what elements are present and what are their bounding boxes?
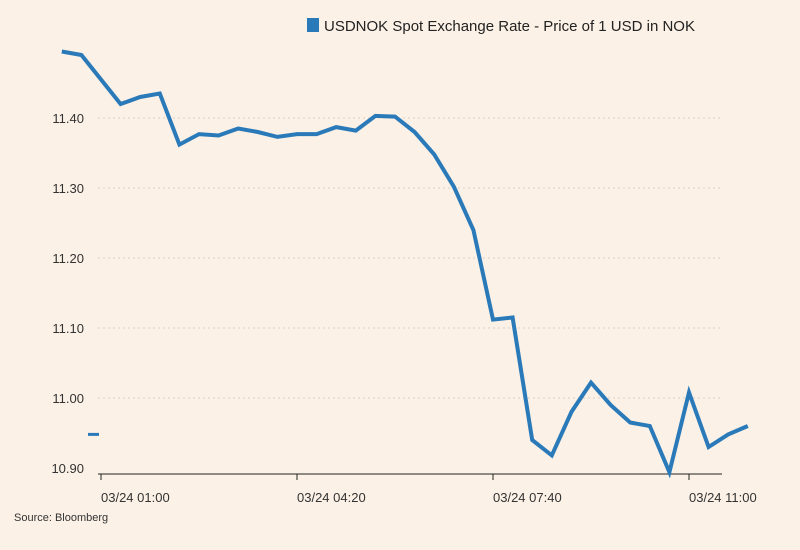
y-tick-label: 11.10 (52, 321, 84, 336)
x-tick-label: 03/24 04:20 (297, 490, 366, 505)
x-tick-label: 03/24 11:00 (689, 490, 757, 505)
y-axis: 11.40 11.30 11.20 11.10 11.00 10.90 (51, 111, 84, 476)
usdnok-series-line (61, 49, 749, 479)
y-tick-label: 10.90 (51, 461, 84, 476)
x-tick-label: 03/24 07:40 (493, 490, 562, 505)
grid-lines (98, 117, 722, 399)
legend-label: USDNOK Spot Exchange Rate - Price of 1 U… (324, 18, 695, 35)
y-tick-label: 11.20 (52, 251, 84, 266)
source-note: Source: Bloomberg (14, 512, 108, 524)
y-tick-label: 11.40 (52, 111, 84, 126)
y-tick-label: 11.00 (52, 391, 84, 406)
y-tick-label: 11.30 (52, 181, 84, 196)
x-tick-label: 03/24 01:00 (101, 490, 170, 505)
legend-swatch (307, 18, 319, 32)
x-axis: 03/24 01:00 03/24 04:20 03/24 07:40 03/24 1… (100, 474, 757, 505)
legend: USDNOK Spot Exchange Rate - Price of 1 U… (307, 18, 695, 35)
